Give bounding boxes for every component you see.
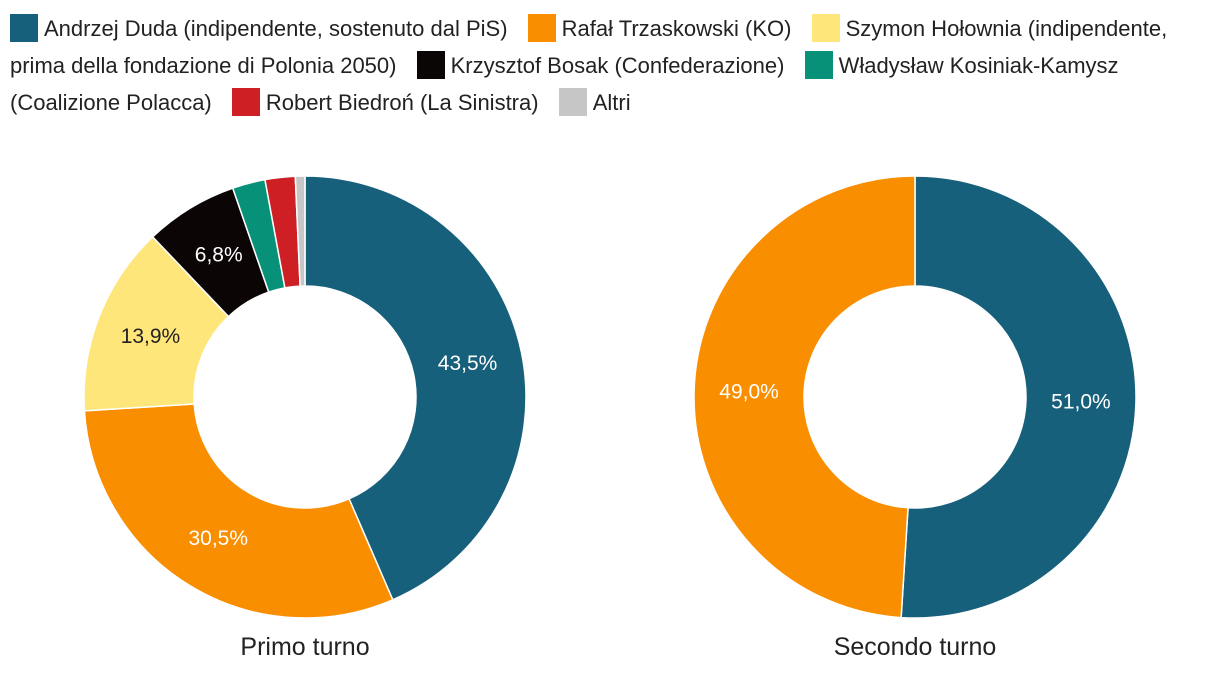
legend-item: Andrzej Duda (indipendente, sostenuto da… (10, 14, 508, 42)
donut-slice (83, 403, 394, 619)
slice-data-label: 6,8% (195, 244, 243, 267)
legend-swatch (231, 88, 260, 116)
legend-item: Robert Biedroń (La Sinistra) (231, 88, 539, 116)
chart-title: Primo turno (240, 633, 369, 661)
legend-swatch (527, 14, 556, 42)
legend-swatch (558, 88, 587, 116)
donut-slice (693, 175, 916, 619)
legend-label: Władysław Kosiniak-Kamysz (Coalizione Po… (10, 53, 1119, 115)
legend-label: Robert Biedroń (La Sinistra) (265, 90, 539, 115)
slice-data-label: 51,0% (1051, 391, 1111, 414)
legend-label: Altri (592, 90, 631, 115)
legend-label: Krzysztof Bosak (Confederazione) (450, 53, 785, 78)
legend-swatch (10, 14, 38, 42)
legend-label: Szymon Hołownia (indipendente, prima del… (10, 16, 1168, 78)
slice-data-label: 43,5% (438, 352, 498, 375)
slice-data-label: 30,5% (188, 527, 248, 550)
legend-swatch (804, 51, 833, 79)
legend-swatch (416, 51, 445, 79)
donut-slice (304, 175, 527, 601)
legend-item: Krzysztof Bosak (Confederazione) (416, 51, 785, 79)
donut-slice (900, 175, 1137, 619)
slice-data-label: 13,9% (121, 325, 181, 348)
chart-title: Secondo turno (834, 633, 997, 661)
legend-item: Altri (558, 88, 631, 116)
slice-data-label: 49,0% (719, 380, 779, 403)
legend-swatch (811, 14, 840, 42)
legend-label: Rafał Trzaskowski (KO) (561, 16, 792, 41)
donut-charts: 43,5% 30,5% 13,9% 6,8% Primo turno 51,0% 49,0%… (83, 175, 1137, 661)
donut-slice (294, 175, 306, 287)
legend-label: Andrzej Duda (indipendente, sostenuto da… (44, 16, 508, 41)
donut-chart: 43,5% 30,5% 13,9% 6,8% Primo turno (83, 175, 527, 661)
legend-item: Szymon Hołownia (indipendente, prima del… (10, 14, 1168, 78)
legend-item: Rafał Trzaskowski (KO) (527, 14, 792, 42)
chart-legend: Andrzej Duda (indipendente, sostenuto da… (10, 10, 1210, 121)
donut-chart: 51,0% 49,0% Secondo turno (693, 175, 1137, 661)
legend-item: Władysław Kosiniak-Kamysz (Coalizione Po… (10, 51, 1119, 115)
